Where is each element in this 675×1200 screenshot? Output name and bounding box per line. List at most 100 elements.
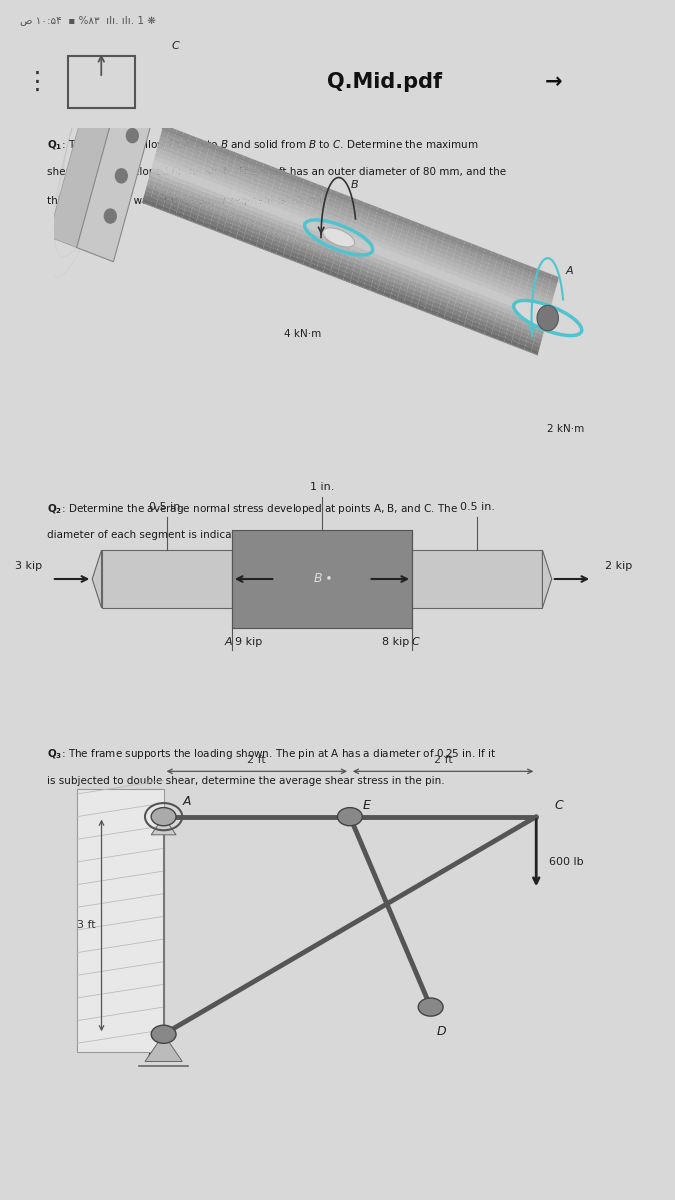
Polygon shape	[512, 311, 519, 317]
Polygon shape	[373, 275, 381, 281]
Polygon shape	[541, 313, 548, 320]
Circle shape	[126, 128, 138, 143]
Polygon shape	[510, 318, 517, 325]
Polygon shape	[361, 265, 369, 272]
Polygon shape	[365, 250, 373, 257]
Polygon shape	[162, 180, 169, 187]
Polygon shape	[249, 240, 257, 246]
Polygon shape	[376, 238, 384, 244]
Polygon shape	[212, 187, 220, 193]
Polygon shape	[389, 272, 397, 278]
Polygon shape	[200, 174, 209, 180]
Polygon shape	[334, 256, 342, 262]
Polygon shape	[515, 299, 522, 306]
Polygon shape	[504, 257, 512, 263]
Polygon shape	[496, 258, 504, 264]
Polygon shape	[336, 222, 344, 228]
Polygon shape	[537, 325, 545, 331]
Polygon shape	[529, 300, 537, 307]
Polygon shape	[213, 157, 221, 163]
Polygon shape	[548, 286, 556, 293]
Polygon shape	[195, 167, 203, 174]
Polygon shape	[327, 200, 335, 208]
Polygon shape	[232, 224, 239, 230]
Polygon shape	[396, 271, 404, 277]
Polygon shape	[531, 348, 539, 355]
Polygon shape	[473, 262, 481, 269]
Circle shape	[105, 209, 116, 223]
Polygon shape	[508, 323, 516, 329]
Polygon shape	[162, 206, 170, 212]
Polygon shape	[249, 188, 256, 194]
Polygon shape	[373, 223, 381, 229]
Polygon shape	[230, 150, 237, 157]
Polygon shape	[151, 817, 176, 835]
Polygon shape	[190, 212, 198, 220]
Polygon shape	[545, 272, 552, 278]
Polygon shape	[394, 253, 402, 259]
Polygon shape	[425, 274, 433, 280]
Polygon shape	[430, 258, 437, 264]
Polygon shape	[348, 230, 356, 238]
Polygon shape	[437, 230, 445, 238]
Polygon shape	[468, 251, 477, 258]
Polygon shape	[383, 240, 391, 246]
Polygon shape	[433, 301, 440, 308]
Polygon shape	[292, 192, 300, 198]
Polygon shape	[274, 176, 282, 182]
Polygon shape	[462, 300, 470, 307]
Polygon shape	[412, 294, 421, 301]
Polygon shape	[359, 274, 367, 280]
Text: 2 kN·m: 2 kN·m	[547, 424, 584, 433]
Polygon shape	[377, 233, 385, 240]
Polygon shape	[160, 132, 168, 139]
Polygon shape	[464, 241, 472, 247]
Polygon shape	[202, 222, 211, 228]
Polygon shape	[450, 235, 458, 242]
Polygon shape	[216, 145, 224, 152]
Polygon shape	[320, 254, 327, 260]
Polygon shape	[508, 326, 515, 332]
Polygon shape	[210, 168, 217, 175]
Polygon shape	[506, 330, 514, 337]
Polygon shape	[478, 298, 486, 305]
Polygon shape	[442, 266, 450, 274]
Polygon shape	[418, 300, 426, 307]
Polygon shape	[453, 254, 461, 260]
Polygon shape	[471, 269, 479, 276]
Polygon shape	[426, 244, 434, 250]
Polygon shape	[214, 179, 222, 186]
Polygon shape	[323, 216, 330, 223]
Polygon shape	[459, 312, 467, 319]
Polygon shape	[344, 276, 351, 282]
Polygon shape	[158, 140, 166, 146]
Polygon shape	[464, 293, 472, 299]
Polygon shape	[196, 138, 204, 144]
Polygon shape	[221, 181, 229, 188]
Bar	[101, 550, 232, 608]
Polygon shape	[188, 139, 196, 145]
Polygon shape	[354, 263, 362, 270]
Polygon shape	[150, 172, 157, 178]
Polygon shape	[183, 184, 191, 191]
Polygon shape	[489, 311, 497, 317]
Polygon shape	[439, 278, 447, 286]
Polygon shape	[338, 214, 346, 221]
Polygon shape	[209, 224, 217, 230]
Bar	[412, 550, 543, 608]
Polygon shape	[305, 227, 313, 233]
Polygon shape	[457, 320, 465, 326]
Polygon shape	[456, 268, 464, 275]
Polygon shape	[538, 269, 545, 276]
Polygon shape	[302, 209, 311, 215]
Polygon shape	[363, 283, 371, 290]
Polygon shape	[188, 164, 196, 172]
Polygon shape	[387, 280, 394, 287]
Polygon shape	[228, 155, 236, 161]
Polygon shape	[169, 179, 178, 186]
Polygon shape	[452, 258, 460, 264]
Polygon shape	[360, 270, 368, 276]
Polygon shape	[399, 263, 406, 270]
Polygon shape	[458, 264, 465, 271]
Polygon shape	[435, 264, 443, 271]
